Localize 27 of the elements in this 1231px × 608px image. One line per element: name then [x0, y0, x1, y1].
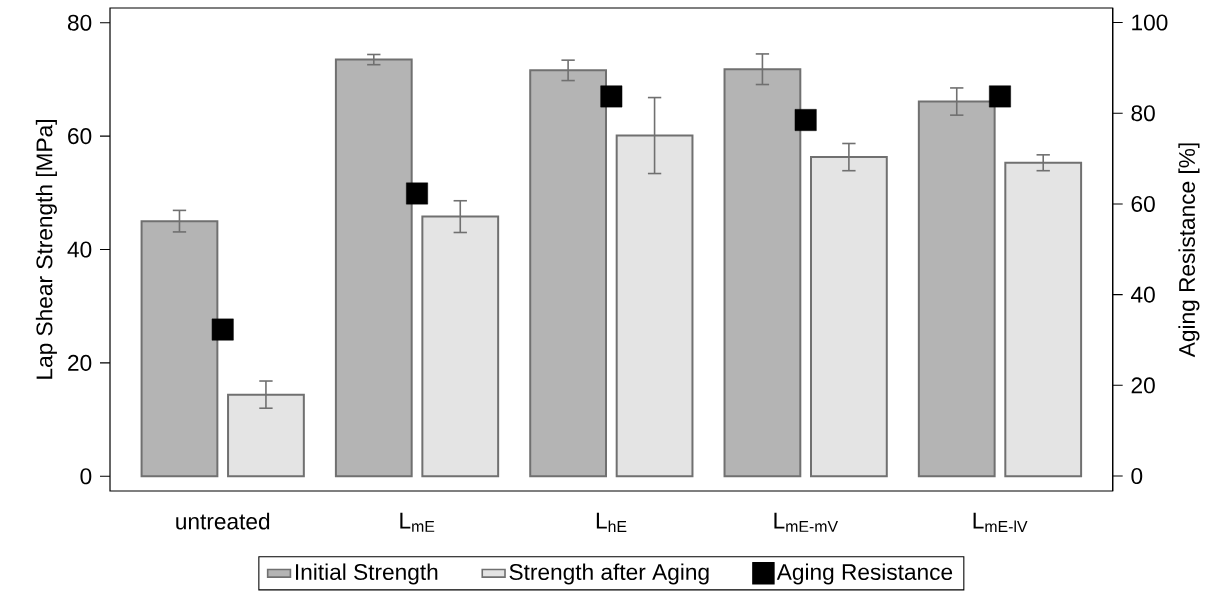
- legend-label: Strength after Aging: [509, 563, 709, 585]
- y-tick-label: 0: [80, 468, 92, 485]
- x-tick-label: untreated: [176, 512, 270, 530]
- y2-tick-label: 100: [1132, 14, 1168, 31]
- x-tick-label: L$_{hE}$: [596, 512, 627, 532]
- point: [794, 109, 817, 131]
- y-tick-label: 40: [67, 241, 92, 258]
- point: [406, 182, 428, 205]
- y2-tick-label: 20: [1131, 377, 1155, 394]
- point: [989, 85, 1011, 108]
- x-tick-label: L$_{mE-mV}$: [774, 512, 839, 532]
- x-tick-label: L$_{mE}$: [400, 512, 435, 532]
- y2-tick-label: 40: [1131, 286, 1155, 303]
- y2-tick-label: 0: [1131, 468, 1143, 485]
- point: [211, 318, 234, 341]
- legend-label: Initial Strength: [295, 563, 438, 585]
- y-tick-label: 80: [67, 14, 92, 31]
- x-tick-label: L$_{mE-lV}$: [973, 512, 1028, 532]
- y-axis-title: Lap Shear Strength [MPa]: [35, 120, 57, 379]
- y-tick-label: 60: [68, 128, 92, 145]
- bar: [334, 58, 413, 478]
- legend-label: Aging Resistance: [776, 563, 953, 585]
- y2-axis-title: Aging Resistance [%]: [1178, 143, 1200, 358]
- y2-tick-label: 80: [1131, 105, 1155, 122]
- point: [600, 85, 623, 108]
- y-tick-label: 20: [68, 354, 92, 371]
- y2-tick-label: 60: [1131, 195, 1155, 212]
